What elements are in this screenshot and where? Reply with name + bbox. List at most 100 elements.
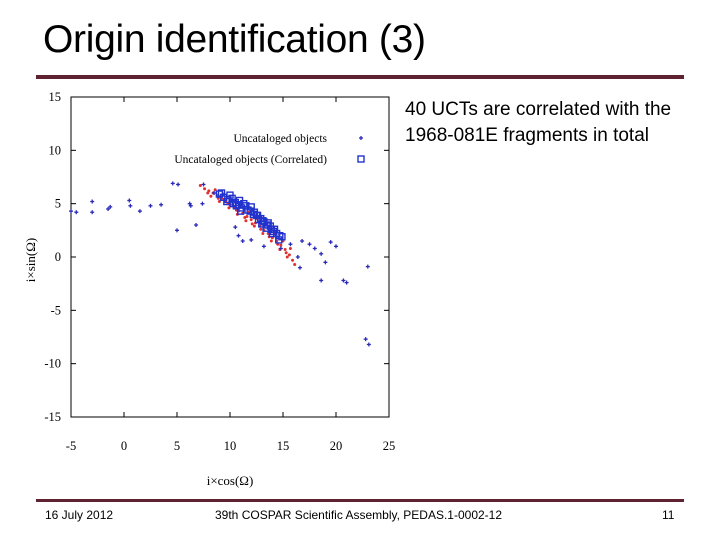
point-dot [287, 253, 291, 257]
point-plus [249, 237, 254, 242]
point-plus [212, 191, 217, 195]
y-ticks: 15 10 5 0 -5 -10 -15 [44, 90, 389, 424]
point-square [253, 211, 262, 220]
point-dot [288, 246, 292, 250]
point-plus [344, 280, 349, 285]
point-dot [243, 216, 247, 220]
point-square [270, 225, 279, 233]
point-plus [106, 207, 111, 211]
point-plus [288, 242, 293, 247]
point-plus [307, 242, 312, 247]
point-plus [74, 210, 79, 215]
bottom-divider [36, 499, 684, 502]
legend-label-correlated: Uncataloged objects (Correlated) [174, 154, 327, 166]
point-dot [261, 232, 265, 236]
y-tick-label: -5 [51, 303, 61, 317]
point-dot [250, 222, 254, 226]
point-dot [285, 255, 289, 259]
x-tick-label: 10 [224, 439, 237, 453]
legend-marker-plus [359, 136, 363, 140]
point-plus [319, 278, 324, 283]
point-dot [283, 248, 287, 252]
point-plus [128, 203, 133, 208]
point-square [268, 229, 277, 238]
footer-page-number: 11 [662, 508, 675, 522]
point-dot [291, 258, 295, 262]
point-dot [249, 218, 253, 222]
point-plus [297, 265, 302, 270]
point-plus [261, 244, 266, 249]
point-square [224, 195, 232, 204]
point-dot [279, 243, 283, 247]
point-dot [293, 262, 297, 266]
point-plus [148, 203, 153, 208]
y-tick-label: -10 [44, 357, 61, 371]
point-plus [90, 199, 95, 204]
point-plus [90, 210, 95, 215]
x-axis-label: i×cos(Ω) [207, 473, 254, 488]
point-plus [323, 260, 328, 265]
point-plus [295, 255, 300, 259]
x-tick-label: 25 [383, 439, 396, 453]
footer-conference: 39th COSPAR Scientific Assembly, PEDAS.1… [215, 508, 503, 522]
point-square [278, 233, 286, 241]
point-plus [175, 228, 179, 233]
point-dot [203, 187, 207, 191]
point-plus [200, 201, 205, 206]
point-plus [108, 204, 113, 209]
y-axis-label: i×sin(Ω) [23, 238, 38, 282]
point-square [259, 217, 267, 225]
point-plus [188, 203, 193, 208]
point-dot [252, 224, 256, 228]
point-dot [244, 219, 248, 223]
point-plus [194, 223, 199, 227]
point-plus [328, 240, 333, 245]
x-ticks: -5 0 5 10 15 20 25 [66, 97, 395, 453]
point-plus [300, 239, 305, 243]
point-square [276, 231, 284, 240]
point-plus [137, 209, 142, 214]
point-plus [341, 278, 346, 283]
slide-title: Origin identification (3) [43, 18, 426, 61]
x-tick-label: 15 [277, 439, 290, 453]
point-dot [209, 194, 213, 198]
point-plus [176, 182, 181, 187]
point-plus [334, 244, 338, 249]
point-plus [170, 181, 175, 186]
point-plus [319, 251, 324, 256]
point-square [217, 189, 226, 197]
point-plus [363, 337, 368, 342]
point-plus [236, 233, 241, 238]
x-tick-label: 5 [174, 439, 180, 453]
point-dot [259, 227, 263, 231]
point-plus [278, 246, 283, 251]
correlation-summary-text: 40 UCTs are correlated with the 1968-081… [405, 99, 672, 146]
point-dot [284, 251, 288, 255]
x-tick-label: 20 [330, 439, 343, 453]
y-tick-label: 10 [49, 143, 62, 157]
point-plus [127, 198, 132, 203]
y-tick-label: 15 [49, 90, 62, 104]
legend: Uncataloged objects Uncataloged objects … [174, 133, 365, 166]
point-square [229, 199, 237, 208]
footer-date: 16 July 2012 [45, 508, 114, 522]
legend-symbol-plus [359, 136, 363, 140]
point-plus [365, 264, 370, 269]
point-plus [159, 202, 164, 207]
x-tick-label: -5 [66, 439, 76, 453]
plot-frame [70, 96, 390, 418]
chart-svg: 15 10 5 0 -5 -10 -15 -5 0 5 10 15 20 25 Uncataloged … [23, 90, 395, 488]
point-plus [366, 342, 371, 347]
point-square [236, 207, 245, 215]
point-dot [269, 239, 273, 243]
legend-label-uncataloged: Uncataloged objects [233, 133, 327, 145]
legend-symbol-square [357, 155, 365, 163]
scatter-chart: 15 10 5 0 -5 -10 -15 -5 0 5 10 15 20 25 Uncataloged … [15, 85, 405, 495]
top-divider [36, 75, 684, 79]
point-plus [312, 246, 317, 251]
y-tick-label: -15 [44, 410, 61, 424]
legend-marker-square [357, 155, 365, 163]
y-tick-label: 0 [55, 250, 61, 264]
point-plus [240, 239, 245, 243]
data-points [69, 181, 371, 347]
